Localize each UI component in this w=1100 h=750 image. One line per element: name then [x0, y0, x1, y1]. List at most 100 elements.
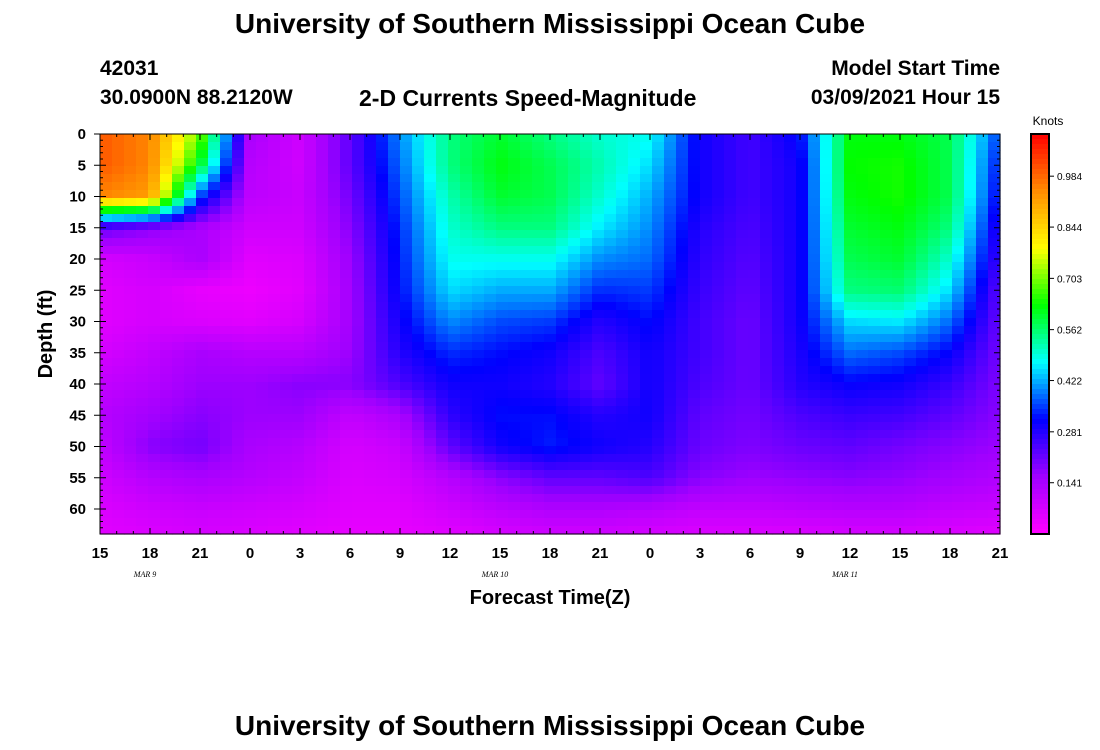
x-tick-label: 3: [296, 545, 304, 562]
heatmap-cell: [172, 422, 185, 431]
heatmap-cell: [868, 486, 881, 495]
heatmap-cell: [292, 310, 305, 319]
heatmap-cell: [160, 374, 173, 383]
x-tick-label: 15: [92, 545, 109, 562]
heatmap-cell: [724, 302, 737, 311]
heatmap-cell: [904, 342, 917, 351]
heatmap-cell: [640, 190, 653, 199]
heatmap-cell: [544, 254, 557, 263]
heatmap-cell: [136, 494, 149, 503]
heatmap-cell: [316, 254, 329, 263]
heatmap-cell: [508, 158, 521, 167]
heatmap-cell: [988, 382, 1001, 391]
heatmap-cell: [304, 494, 317, 503]
heatmap-cell: [748, 230, 761, 239]
heatmap-cell: [940, 494, 953, 503]
heatmap-cell: [280, 518, 293, 527]
heatmap-cell: [700, 502, 713, 511]
heatmap-cell: [136, 358, 149, 367]
heatmap-cell: [328, 150, 341, 159]
heatmap-cell: [112, 334, 125, 343]
heatmap-cell: [916, 430, 929, 439]
heatmap-cell: [304, 366, 317, 375]
heatmap-cell: [232, 406, 245, 415]
heatmap-cell: [856, 278, 869, 287]
heatmap-cell: [412, 182, 425, 191]
heatmap-cell: [160, 398, 173, 407]
heatmap-cell: [556, 462, 569, 471]
y-axis-title: Depth (ft): [35, 290, 57, 379]
heatmap-cell: [508, 166, 521, 175]
heatmap-cell: [952, 382, 965, 391]
heatmap-cell: [256, 206, 269, 215]
heatmap-cell: [880, 198, 893, 207]
heatmap-cell: [244, 198, 257, 207]
heatmap-cell: [676, 278, 689, 287]
heatmap-cell: [400, 230, 413, 239]
model-start-label: Model Start Time: [831, 57, 1000, 80]
heatmap-cell: [220, 246, 233, 255]
heatmap-cell: [592, 526, 605, 535]
heatmap-cell: [856, 262, 869, 271]
heatmap-cell: [568, 294, 581, 303]
heatmap-cell: [316, 294, 329, 303]
heatmap-cell: [160, 518, 173, 527]
heatmap-cell: [148, 214, 161, 223]
heatmap-cell: [208, 150, 221, 159]
heatmap-cell: [268, 518, 281, 527]
heatmap-cell: [952, 174, 965, 183]
heatmap-cell: [700, 318, 713, 327]
heatmap-cell: [544, 214, 557, 223]
heatmap-cell: [220, 470, 233, 479]
heatmap-cell: [328, 350, 341, 359]
heatmap-cell: [736, 438, 749, 447]
heatmap-cell: [496, 382, 509, 391]
heatmap-cell: [412, 518, 425, 527]
heatmap-cell: [700, 470, 713, 479]
heatmap-cell: [352, 398, 365, 407]
heatmap-cell: [772, 222, 785, 231]
heatmap-cell: [544, 166, 557, 175]
heatmap-cell: [136, 334, 149, 343]
heatmap-cell: [652, 134, 665, 143]
heatmap-cell: [880, 478, 893, 487]
heatmap-cell: [700, 390, 713, 399]
heatmap-cell: [904, 478, 917, 487]
heatmap-cell: [364, 262, 377, 271]
y-tick-label: 35: [69, 345, 86, 362]
heatmap-cell: [100, 510, 113, 519]
heatmap-cell: [700, 382, 713, 391]
heatmap-cell: [712, 206, 725, 215]
heatmap-cell: [856, 406, 869, 415]
heatmap-cell: [232, 358, 245, 367]
heatmap-cell: [772, 134, 785, 143]
heatmap-cell: [400, 406, 413, 415]
heatmap-cell: [100, 374, 113, 383]
heatmap-cell: [472, 134, 485, 143]
heatmap-cell: [340, 150, 353, 159]
heatmap-cell: [880, 286, 893, 295]
heatmap-cell: [820, 278, 833, 287]
heatmap-cell: [964, 334, 977, 343]
heatmap-cell: [688, 134, 701, 143]
heatmap-cell: [796, 134, 809, 143]
heatmap-cell: [556, 446, 569, 455]
heatmap-cell: [544, 382, 557, 391]
heatmap-cell: [844, 350, 857, 359]
heatmap-cell: [892, 254, 905, 263]
heatmap-cell: [664, 470, 677, 479]
heatmap-cell: [280, 382, 293, 391]
heatmap-cell: [400, 454, 413, 463]
heatmap-cell: [604, 510, 617, 519]
heatmap-cell: [328, 206, 341, 215]
heatmap-cell: [556, 414, 569, 423]
heatmap-cell: [772, 262, 785, 271]
heatmap-cell: [760, 510, 773, 519]
heatmap-cell: [472, 190, 485, 199]
heatmap-cell: [736, 502, 749, 511]
heatmap-cell: [988, 518, 1001, 527]
heatmap-cell: [952, 206, 965, 215]
heatmap-cell: [712, 526, 725, 535]
heatmap-cell: [664, 510, 677, 519]
heatmap-cell: [520, 198, 533, 207]
